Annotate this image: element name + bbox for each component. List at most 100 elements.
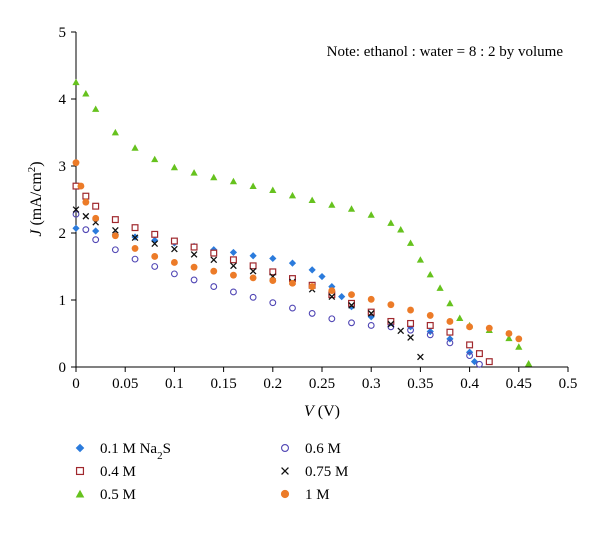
data-point [151,240,159,248]
data-point [308,309,316,317]
data-point [269,268,277,276]
data-point [407,306,414,314]
data-point [406,239,415,246]
data-point [446,328,454,336]
data-point [466,341,474,349]
data-point [249,182,257,189]
data-point [485,324,493,332]
x-tick-group: 0 0.05 0.1 0.15 0.2 0.25 0.3 0.35 0.4 0.45 0.5 [72,367,577,392]
data-point [230,271,237,279]
legend-marker [281,444,289,452]
data-point [92,202,100,210]
data-point [407,319,415,327]
data-point [446,299,454,307]
data-point [111,128,119,136]
data-point [131,244,139,252]
data-point [131,144,139,151]
data-point [229,256,237,264]
data-point [151,155,159,163]
data-point [170,270,178,278]
y-tick-label: 2 [59,226,67,242]
legend-label: 0.4 M [100,464,136,480]
data-point [92,236,100,244]
data-point [397,327,405,335]
data-point [328,315,336,323]
legend-marker [75,443,85,453]
legend-item: 0.1 M Na2S [75,441,171,462]
y-axis-title: J (mA/cm2) [26,161,45,236]
series-2 [72,182,493,366]
legend-marker [75,489,85,498]
data-point [82,192,90,200]
legend-item: 0.5 M [75,487,136,503]
data-point [92,227,100,235]
legend-label: 0.6 M [305,441,341,457]
legend: 0.1 M Na2S 0.4 M 0.5 M 0.6 M 0.75 M 1 M [75,441,348,503]
data-point [111,246,119,254]
data-point [387,301,395,309]
data-point [367,310,375,317]
data-point [269,254,277,263]
data-point [347,205,356,212]
x-axis-title: V (V) [304,403,340,420]
data-point [72,210,80,218]
data-point [367,295,375,303]
legend-label: 1 M [305,487,330,503]
data-point [151,263,159,270]
data-point [111,216,119,224]
data-point [407,334,414,341]
legend-marker [75,466,85,476]
data-point [387,219,395,226]
data-point [92,214,100,222]
data-point [466,352,474,360]
data-point [308,196,316,204]
y-tick-group: 0 1 2 3 4 5 [59,25,76,376]
y-tick-label: 1 [59,293,67,309]
data-point [151,230,159,238]
data-point [289,279,296,287]
data-point [72,159,80,167]
data-point [288,191,297,199]
data-point [446,318,454,325]
x-tick-label: 0.15 [210,376,236,392]
data-point [171,245,178,253]
data-point [288,259,297,267]
legend-label: 0.1 M Na2S [100,441,171,462]
data-point [111,232,119,240]
x-tick-label: 0.25 [309,376,335,392]
data-point [436,284,444,291]
x-tick-label: 0.05 [112,376,138,392]
data-point [249,267,257,275]
y-axis-symbol: J [28,229,45,237]
data-point [151,253,159,260]
data-point [190,263,198,271]
data-point [505,330,513,337]
y-axis-unit-sup: 2 [26,167,38,173]
data-point [112,226,119,234]
y-tick-label: 0 [59,360,67,376]
legend-marker [280,489,290,499]
x-tick-label: 0.35 [407,376,433,392]
data-point [72,224,80,232]
data-point [475,350,483,358]
data-point [426,270,434,278]
data-point [269,277,277,284]
series-4 [72,210,483,368]
data-point [190,276,198,284]
data-point [170,237,178,245]
data-point [485,358,493,366]
data-point [92,105,100,112]
data-point [367,322,375,329]
y-tick-label: 3 [59,159,67,175]
data-point [397,226,405,233]
data-point [210,267,218,275]
data-point [210,249,218,257]
data-point [416,256,424,263]
data-point [170,163,178,171]
data-point [505,334,513,342]
data-point [367,211,375,218]
data-point [456,314,464,321]
data-point [318,272,326,281]
legend-label: 0.5 M [100,487,136,503]
